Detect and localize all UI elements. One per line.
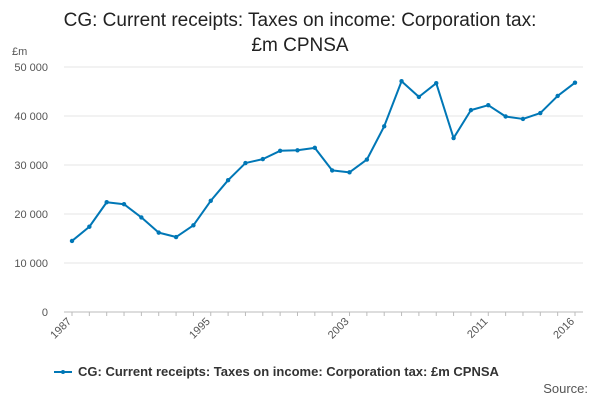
y-tick-label: 30 000 [14, 160, 48, 172]
y-tick-label: 20 000 [14, 209, 48, 221]
data-point [191, 223, 196, 228]
chart-title-line-2: £m CPNSA [251, 35, 349, 56]
data-point [538, 110, 543, 116]
data-point [156, 230, 161, 235]
data-point [364, 157, 370, 162]
data-point [329, 168, 335, 173]
x-tick-label: 2016 [551, 316, 577, 342]
data-point [173, 234, 179, 240]
series-line [71, 80, 576, 242]
legend[interactable]: CG: Current receipts: Taxes on income: C… [54, 364, 499, 379]
data-point [468, 107, 474, 113]
data-point [121, 202, 127, 207]
data-point [503, 114, 508, 119]
y-tick-label: 40 000 [14, 111, 48, 123]
legend-swatch [54, 366, 72, 378]
y-tick-label: 10 000 [14, 258, 48, 270]
chart-title: CG: Current receipts: Taxes on income: C… [0, 8, 600, 58]
data-point [399, 79, 404, 84]
x-tick-label: 2011 [465, 316, 490, 341]
data-point [555, 93, 560, 99]
y-tick-label: 50 000 [14, 62, 48, 74]
y-axis-label: £m [12, 46, 28, 58]
data-point [572, 80, 578, 85]
y-tick-label: 0 [42, 307, 48, 319]
data-point [243, 160, 248, 166]
x-tick-label: 2003 [326, 316, 352, 342]
legend-label: CG: Current receipts: Taxes on income: C… [78, 364, 499, 379]
data-point [312, 145, 318, 151]
data-point [434, 80, 439, 86]
data-point [416, 94, 422, 100]
data-point [347, 170, 352, 175]
data-point [139, 215, 144, 220]
data-point [260, 156, 265, 162]
data-point [69, 238, 75, 244]
data-point [87, 224, 92, 229]
data-point [486, 103, 491, 108]
data-point [225, 177, 231, 183]
data-point [104, 200, 109, 205]
data-point [451, 135, 456, 141]
data-point [520, 116, 526, 122]
source-label: Source: [543, 381, 588, 396]
x-tick-label: 1995 [187, 316, 213, 342]
data-point [208, 198, 213, 203]
chart-title-line-1: CG: Current receipts: Taxes on income: C… [63, 10, 537, 31]
x-tick-label: 1987 [48, 316, 74, 342]
data-point [295, 148, 300, 153]
data-point [382, 124, 387, 129]
data-point [277, 148, 283, 153]
